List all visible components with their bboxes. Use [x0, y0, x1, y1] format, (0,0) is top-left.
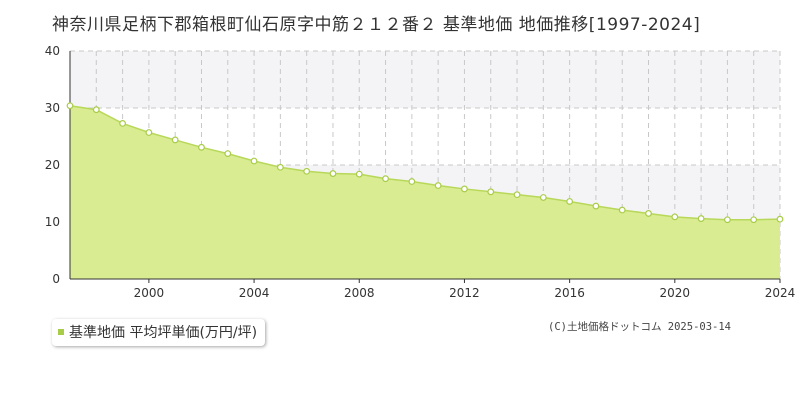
- legend-label: 基準地価 平均坪単価(万円/坪): [69, 325, 258, 341]
- y-tick-label: 0: [52, 272, 60, 286]
- data-point: [671, 213, 679, 221]
- data-point: [355, 170, 363, 178]
- y-tick-label: 30: [45, 101, 60, 115]
- y-tick-label: 40: [45, 44, 60, 58]
- area-series: [69, 104, 781, 279]
- x-tick-label: 2004: [239, 286, 270, 300]
- copyright-notice: (C)土地価格ドットコム 2025-03-14: [548, 321, 732, 333]
- axes: [69, 51, 780, 280]
- area-fill: [70, 105, 780, 279]
- plot-band: [70, 51, 780, 108]
- data-point: [645, 210, 652, 217]
- data-point: [171, 136, 179, 144]
- x-tick-label: 2020: [660, 286, 691, 300]
- series-line: [69, 104, 781, 221]
- data-point: [119, 119, 126, 127]
- data-point: [697, 215, 705, 222]
- data-point: [66, 102, 74, 110]
- data-point: [513, 191, 521, 199]
- data-point: [303, 167, 311, 175]
- data-point: [224, 150, 232, 158]
- data-point: [329, 170, 337, 177]
- data-point: [461, 185, 468, 193]
- x-tick-label: 2000: [134, 286, 165, 300]
- data-point: [276, 163, 284, 171]
- data-point: [592, 202, 600, 210]
- data-point: [198, 143, 205, 151]
- y-tick-label: 20: [45, 158, 60, 172]
- data-point: [434, 182, 442, 189]
- data-point: [92, 106, 100, 114]
- x-tick-label: 2012: [449, 286, 480, 300]
- data-point: [487, 188, 495, 196]
- data-point: [250, 157, 258, 165]
- data-point: [724, 216, 731, 224]
- x-axis-ticks: 2000 2004 2008 2012 2016 2020 2024: [134, 279, 796, 300]
- data-point: [382, 175, 389, 183]
- data-point: [145, 129, 153, 136]
- x-tick-label: 2008: [344, 286, 375, 300]
- chart-title: 神奈川県足柄下郡箱根町仙石原字中筋２１２番２ 基準地価 地価推移[1997-20…: [52, 15, 701, 35]
- data-point: [566, 198, 574, 205]
- data-point: [408, 178, 416, 185]
- data-point: [776, 215, 784, 223]
- x-tick-label: 2016: [554, 286, 585, 300]
- data-point-markers: [66, 102, 784, 224]
- legend: 基準地価 平均坪単価(万円/坪): [52, 319, 266, 346]
- y-tick-label: 10: [45, 215, 60, 229]
- data-point: [750, 216, 758, 224]
- y-axis-ticks: 0 10 20 30 40: [45, 44, 60, 286]
- legend-swatch: [58, 329, 64, 335]
- data-point: [618, 206, 626, 214]
- x-tick-label: 2024: [765, 286, 796, 300]
- data-point: [539, 194, 547, 201]
